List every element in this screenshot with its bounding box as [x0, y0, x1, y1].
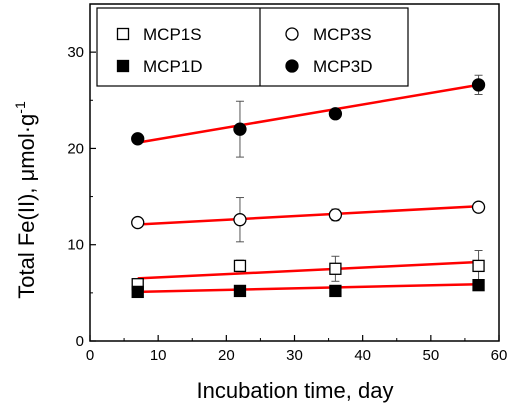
- fit-line-mcp1s: [137, 260, 479, 280]
- legend-marker-mcp3s: [285, 27, 299, 41]
- y-axis-title-main: Total Fe(II), μmol·g: [14, 114, 39, 299]
- legend-label-mcp1d: MCP1D: [143, 57, 203, 76]
- x-tick-label: 60: [491, 347, 508, 364]
- y-axis-title-exponent: -1: [12, 101, 28, 114]
- x-tick-label: 40: [354, 347, 371, 364]
- legend-marker-mcp1d: [116, 59, 130, 73]
- legend: MCP1S MCP1D MCP3S MCP3D: [96, 7, 409, 87]
- legend-label-mcp3d: MCP3D: [313, 57, 373, 76]
- y-tick-label: 0: [76, 333, 84, 350]
- fit-line-mcp1d: [137, 282, 479, 294]
- legend-marker-mcp1s: [116, 27, 130, 41]
- legend-marker-mcp3d: [285, 59, 299, 73]
- marker-mcp3s: [233, 213, 247, 227]
- marker-mcp1s: [329, 262, 342, 275]
- x-tick-label: 50: [422, 347, 439, 364]
- y-tick-label: 30: [67, 44, 84, 61]
- legend-box: [96, 7, 409, 87]
- legend-markers: [116, 27, 299, 73]
- marker-mcp3s: [471, 200, 486, 214]
- marker-mcp3s: [131, 215, 145, 230]
- marker-mcp3d: [233, 122, 247, 136]
- legend-label-mcp3s: MCP3S: [313, 25, 372, 44]
- x-tick-label: 30: [286, 347, 303, 364]
- marker-mcp1s: [472, 259, 485, 273]
- fit-line-mcp3d: [137, 83, 479, 144]
- y-axis-title: Total Fe(II), μmol·g-1: [12, 101, 39, 299]
- marker-mcp1d: [472, 279, 485, 292]
- marker-mcp3d: [328, 107, 343, 121]
- x-axis-title: Incubation time, day: [197, 378, 394, 403]
- axis-ticks: 0 10 20 30 40 50 60 0 10 20 30: [67, 44, 507, 364]
- error-bars: [133, 74, 483, 296]
- marker-mcp3d: [131, 132, 145, 146]
- marker-mcp1d: [329, 284, 342, 298]
- x-tick-label: 0: [86, 347, 94, 364]
- data-markers: [131, 78, 486, 299]
- x-tick-label: 20: [218, 347, 235, 364]
- marker-mcp1d: [131, 285, 144, 299]
- legend-label-mcp1s: MCP1S: [143, 25, 202, 44]
- x-tick-label: 10: [150, 347, 167, 364]
- fit-line-mcp3s: [137, 204, 479, 226]
- marker-mcp1s: [233, 259, 247, 273]
- fit-lines: [137, 83, 479, 294]
- y-tick-label: 10: [67, 237, 84, 254]
- marker-mcp3s: [328, 208, 343, 222]
- marker-mcp1d: [233, 284, 247, 298]
- marker-mcp3d: [471, 78, 486, 92]
- y-tick-label: 20: [67, 140, 84, 157]
